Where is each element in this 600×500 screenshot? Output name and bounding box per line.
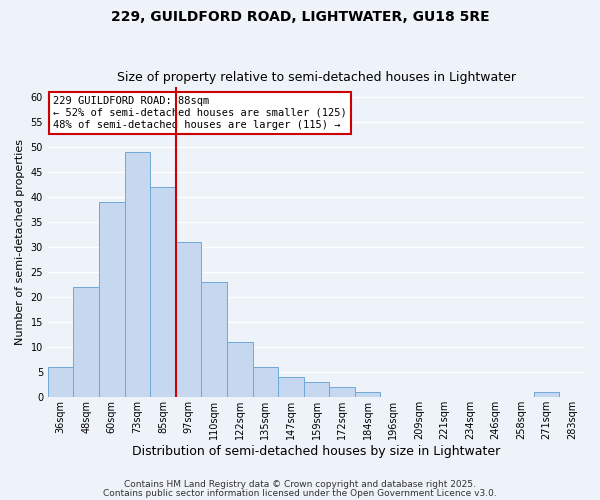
- Bar: [329, 387, 355, 397]
- Bar: [176, 242, 202, 397]
- Text: 229 GUILDFORD ROAD: 88sqm
← 52% of semi-detached houses are smaller (125)
48% of: 229 GUILDFORD ROAD: 88sqm ← 52% of semi-…: [53, 96, 347, 130]
- Bar: [99, 202, 125, 397]
- Bar: [227, 342, 253, 397]
- Bar: [48, 367, 73, 397]
- Bar: [304, 382, 329, 397]
- Y-axis label: Number of semi-detached properties: Number of semi-detached properties: [15, 139, 25, 345]
- Bar: [355, 392, 380, 397]
- Text: Contains public sector information licensed under the Open Government Licence v3: Contains public sector information licen…: [103, 488, 497, 498]
- Bar: [278, 377, 304, 397]
- Bar: [73, 287, 99, 397]
- Text: 229, GUILDFORD ROAD, LIGHTWATER, GU18 5RE: 229, GUILDFORD ROAD, LIGHTWATER, GU18 5R…: [110, 10, 490, 24]
- X-axis label: Distribution of semi-detached houses by size in Lightwater: Distribution of semi-detached houses by …: [133, 444, 500, 458]
- Bar: [150, 187, 176, 397]
- Bar: [125, 152, 150, 397]
- Title: Size of property relative to semi-detached houses in Lightwater: Size of property relative to semi-detach…: [117, 72, 516, 85]
- Text: Contains HM Land Registry data © Crown copyright and database right 2025.: Contains HM Land Registry data © Crown c…: [124, 480, 476, 489]
- Bar: [253, 367, 278, 397]
- Bar: [202, 282, 227, 397]
- Bar: [534, 392, 559, 397]
